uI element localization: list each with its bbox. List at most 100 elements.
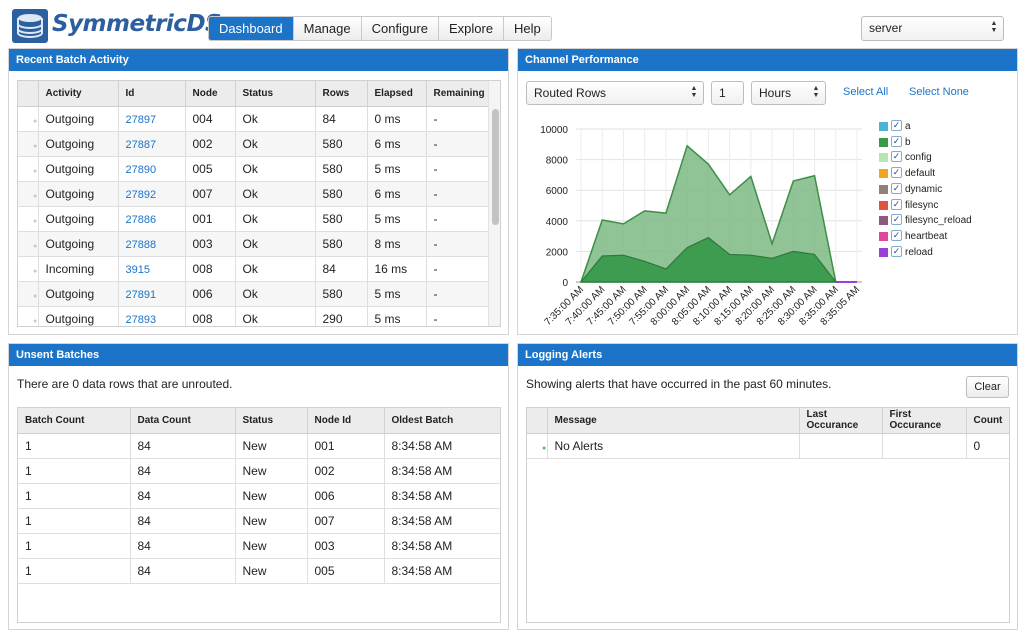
col-oldest-batch[interactable]: Oldest Batch [384,408,500,434]
legend-item-dynamic[interactable]: ✓ dynamic [879,182,1014,197]
col-status[interactable]: Status [235,81,316,107]
col-message[interactable]: Message [547,408,800,434]
legend-checkbox[interactable]: ✓ [891,214,902,226]
col-first-occurance[interactable]: First Occurance [882,408,967,434]
batch-id-link[interactable]: 27886 [125,213,157,226]
batch-id-link[interactable]: 27897 [125,113,157,126]
rows-cell: 84 [315,106,368,132]
activity-cell: Outgoing [38,131,119,157]
col-last-occurance[interactable]: Last Occurance [799,408,883,434]
remaining-cell: - [426,206,489,232]
table-row[interactable]: 1 84 New 003 8:34:58 AM [18,533,500,559]
status-cell: Ok [235,206,316,232]
batch-id-link[interactable]: 27893 [125,313,157,326]
clear-button[interactable]: Clear [966,376,1009,398]
period-unit-select[interactable]: Hours ▲ ▼ [751,81,826,105]
legend-item-filesync-reload[interactable]: ✓ filesync_reload [879,214,1014,228]
legend-checkbox[interactable]: ✓ [891,135,902,147]
elapsed-cell: 5 ms [367,306,427,326]
col-batch-count[interactable]: Batch Count [18,408,131,434]
table-row[interactable]: 1 84 New 001 8:34:58 AM [18,433,500,459]
nav-manage[interactable]: Manage [293,17,362,40]
nav-dashboard[interactable]: Dashboard [209,17,294,40]
nav-explore[interactable]: Explore [438,17,505,40]
rows-cell: 580 [315,281,368,307]
activity-cell: Incoming [38,256,119,282]
legend-item-reload[interactable]: ✓ reload [879,245,1014,260]
legend-item-filesync[interactable]: ✓ filesync [879,198,1014,213]
col-remaining[interactable]: Remaining [426,81,489,107]
col-node[interactable]: Node [185,81,236,107]
scrollbar-thumb[interactable] [492,109,499,225]
recent-batch-rows: ● Outgoing 27897 004 Ok 84 0 ms - ● Outgoing 27887… [18,106,489,326]
legend-label: config [905,152,932,164]
legend-item-default[interactable]: ✓ default [879,167,1014,181]
oldest-cell: 8:34:58 AM [384,458,500,484]
data-count-cell: 84 [130,433,236,459]
table-row[interactable]: ● Outgoing 27891 006 Ok 580 5 ms - [18,281,489,307]
elapsed-cell: 5 ms [367,156,427,182]
status-dot-icon: ● [33,267,38,275]
batch-id-link[interactable]: 27891 [125,288,157,301]
select-none-link[interactable]: Select None [909,86,969,98]
server-select[interactable]: server ▲ ▼ [861,16,1004,41]
legend-item-b[interactable]: ✓ b [879,135,1014,150]
status-dot-icon: ● [33,117,38,125]
select-all-link[interactable]: Select All [843,86,889,98]
table-row[interactable]: ● Outgoing 27886 001 Ok 580 5 ms - [18,206,489,232]
col-activity[interactable]: Activity [38,81,119,107]
table-row[interactable]: ● Incoming 3915 008 Ok 84 16 ms - [18,256,489,282]
legend-checkbox[interactable]: ✓ [891,229,902,241]
metric-select[interactable]: Routed Rows ▲ ▼ [526,81,704,105]
row-status-cell: ● [18,206,39,232]
col-data-count[interactable]: Data Count [130,408,236,434]
alerts-message: Showing alerts that have occurred in the… [526,377,832,391]
legend-item-heartbeat[interactable]: ✓ heartbeat [879,229,1014,244]
logo-mark-icon [12,9,48,43]
row-status-cell: ● [18,306,39,326]
batch-id-link[interactable]: 3915 [125,263,150,276]
table-row[interactable]: ● Outgoing 27887 002 Ok 580 6 ms - [18,131,489,157]
table-row[interactable]: ● Outgoing 27892 007 Ok 580 6 ms - [18,181,489,207]
legend-checkbox[interactable]: ✓ [891,182,902,194]
status-cell: New [235,433,308,459]
col-count[interactable]: Count [966,408,1009,434]
id-cell: 27892 [118,181,186,207]
batch-id-link[interactable]: 27888 [125,238,157,251]
col-id[interactable]: Id [118,81,186,107]
table-row[interactable]: 1 84 New 002 8:34:58 AM [18,458,500,484]
legend-item-config[interactable]: ✓ config [879,151,1014,165]
app-logo[interactable]: SymmetricDS [12,9,222,43]
table-row[interactable]: ● Outgoing 27888 003 Ok 580 8 ms - [18,231,489,257]
elapsed-cell: 5 ms [367,206,427,232]
table-row[interactable]: ● Outgoing 27890 005 Ok 580 5 ms - [18,156,489,182]
table-row[interactable]: ● No Alerts 0 [527,433,1009,459]
col-rows[interactable]: Rows [315,81,368,107]
legend-checkbox[interactable]: ✓ [891,151,902,163]
col-elapsed[interactable]: Elapsed [367,81,427,107]
period-value-input[interactable]: 1 [711,81,744,105]
col-status[interactable]: Status [235,408,308,434]
legend-checkbox[interactable]: ✓ [891,167,902,179]
batch-id-link[interactable]: 27890 [125,163,157,176]
legend-checkbox[interactable]: ✓ [891,198,902,210]
nav-configure[interactable]: Configure [361,17,439,40]
legend-swatch [879,184,888,194]
legend-checkbox[interactable]: ✓ [891,245,902,257]
recent-batch-scrollbar[interactable] [488,81,500,326]
recent-batch-title: Recent Batch Activity [9,49,508,71]
col-node-id[interactable]: Node Id [307,408,385,434]
table-row[interactable]: 1 84 New 005 8:34:58 AM [18,558,500,584]
legend-item-a[interactable]: ✓ a [879,120,1014,134]
batch-id-link[interactable]: 27892 [125,188,157,201]
nav-help[interactable]: Help [504,17,551,40]
node-id-cell: 007 [307,508,385,534]
table-row[interactable]: ● Outgoing 27893 008 Ok 290 5 ms - [18,306,489,326]
table-row[interactable]: 1 84 New 006 8:34:58 AM [18,483,500,509]
id-cell: 27887 [118,131,186,157]
table-row[interactable]: 1 84 New 007 8:34:58 AM [18,508,500,534]
batch-count-cell: 1 [18,458,131,484]
legend-checkbox[interactable]: ✓ [891,120,902,131]
table-row[interactable]: ● Outgoing 27897 004 Ok 84 0 ms - [18,106,489,132]
batch-id-link[interactable]: 27887 [125,138,157,151]
